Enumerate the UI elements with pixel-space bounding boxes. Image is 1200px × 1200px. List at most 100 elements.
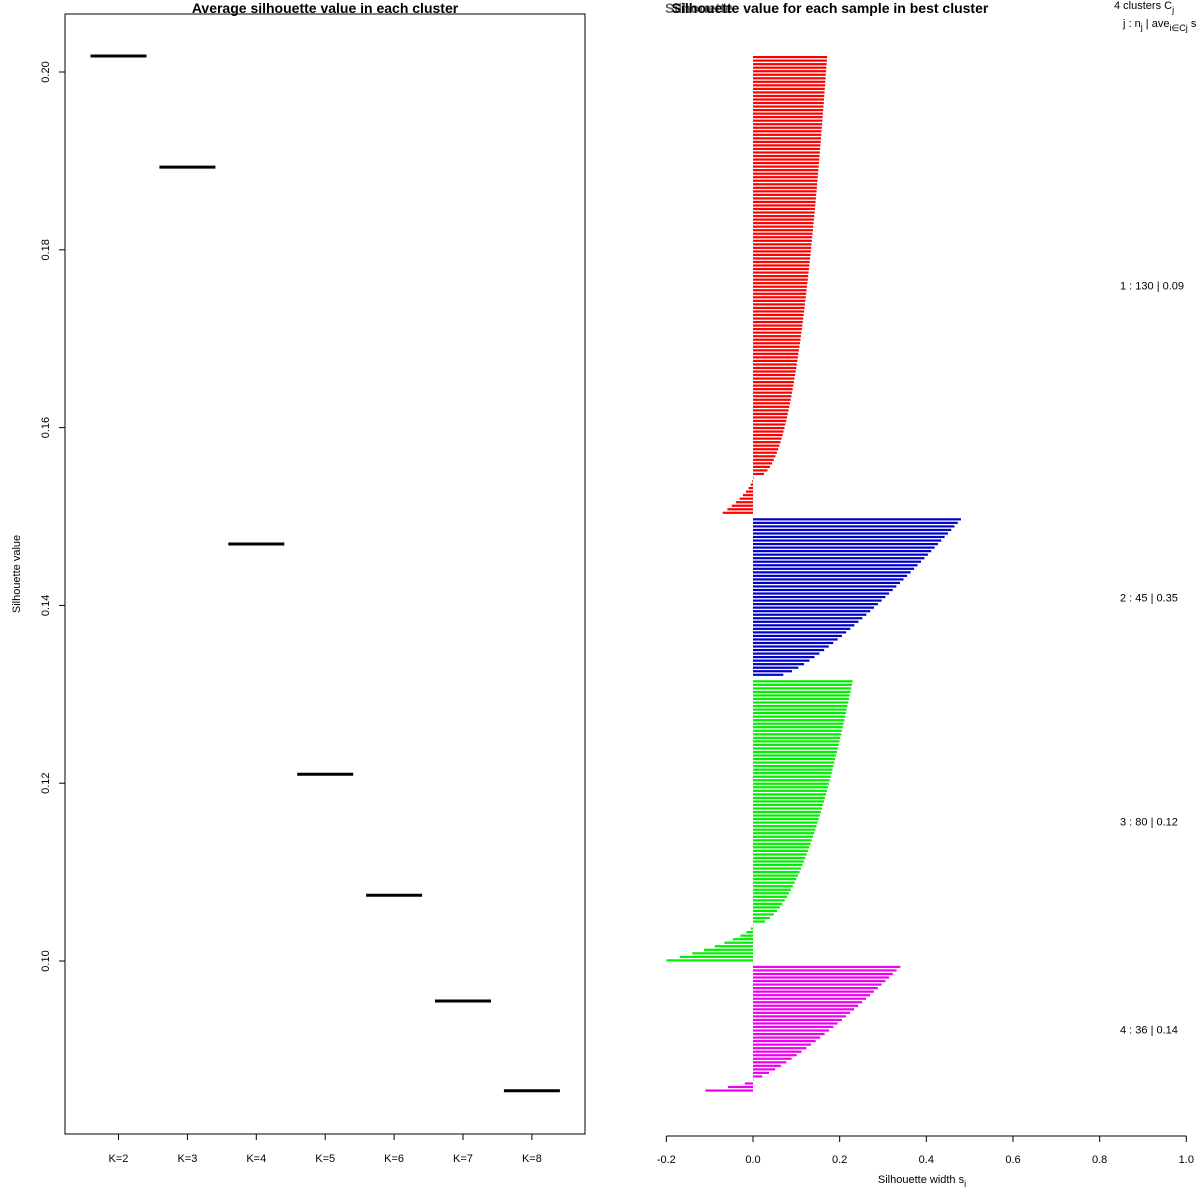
silhouette-bar bbox=[753, 278, 808, 281]
avg-silhouette-panel: Average silhouette value in each cluster… bbox=[11, 0, 586, 1165]
silhouette-bar bbox=[753, 1018, 842, 1022]
silhouette-bar bbox=[753, 1029, 830, 1032]
silhouette-bar bbox=[753, 352, 799, 355]
right-chart-title: Silhouette value for each sample in best… bbox=[672, 0, 989, 16]
silhouette-bar bbox=[753, 712, 846, 715]
silhouette-bar bbox=[753, 1050, 802, 1053]
silhouette-bar bbox=[753, 63, 827, 66]
silhouette-bar bbox=[739, 497, 753, 500]
silhouette-bar bbox=[753, 680, 853, 683]
silhouette-bar bbox=[753, 560, 922, 563]
silhouette-bar bbox=[753, 1011, 851, 1014]
silhouette-bar bbox=[753, 613, 867, 616]
silhouette-bar bbox=[753, 1022, 838, 1025]
silhouette-bar bbox=[753, 292, 807, 295]
silhouette-bar bbox=[753, 581, 900, 585]
silhouette-bar bbox=[753, 423, 786, 426]
silhouette-bar bbox=[753, 161, 819, 165]
left-x-axis: K=2 K=3 K=4 K=5 K=6 K=7 K=8 bbox=[109, 1133, 542, 1165]
silhouette-bar bbox=[753, 204, 816, 207]
silhouette-bar bbox=[753, 147, 821, 151]
silhouette-bar bbox=[753, 455, 776, 458]
silhouette-bar bbox=[753, 176, 818, 179]
silhouette-bar bbox=[753, 299, 806, 302]
silhouette-bar bbox=[753, 250, 811, 253]
silhouette-bar bbox=[753, 782, 829, 785]
silhouette-bar bbox=[753, 1025, 834, 1029]
silhouette-bar bbox=[753, 218, 814, 221]
silhouette-bar bbox=[753, 867, 801, 870]
silhouette-bar bbox=[753, 229, 813, 232]
left-y-axis-label: Silhouette value bbox=[11, 535, 23, 613]
silhouette-bar bbox=[746, 931, 753, 934]
silhouette-bar bbox=[753, 670, 792, 673]
silhouette-bar bbox=[753, 140, 821, 143]
silhouette-bar bbox=[753, 151, 820, 154]
silhouette-bar bbox=[753, 1064, 781, 1067]
silhouette-bar bbox=[753, 1047, 807, 1050]
silhouette-bar bbox=[753, 239, 812, 242]
silhouette-bar bbox=[753, 779, 830, 782]
silhouette-bar bbox=[753, 391, 793, 394]
silhouette-bar bbox=[753, 91, 825, 94]
silhouette-bar bbox=[753, 303, 805, 306]
silhouette-bar bbox=[753, 1057, 792, 1060]
silhouette-bar bbox=[753, 1036, 821, 1039]
silhouette-bar bbox=[753, 465, 770, 468]
silhouette-bar bbox=[753, 275, 809, 278]
left-x-tick-label: K=2 bbox=[109, 1153, 129, 1165]
sample-silhouette-panel: Silhouette Silhouette value for each sam… bbox=[657, 0, 1197, 1189]
silhouette-bar bbox=[753, 1071, 770, 1074]
right-x-tick-label: 0.4 bbox=[919, 1154, 934, 1166]
silhouette-bar bbox=[731, 504, 753, 507]
left-x-tick-label: K=6 bbox=[384, 1153, 404, 1165]
silhouette-bar bbox=[753, 193, 817, 196]
silhouette-bar bbox=[753, 119, 823, 122]
silhouette-bar bbox=[753, 183, 818, 186]
silhouette-bar bbox=[753, 154, 820, 158]
silhouette-bar bbox=[753, 310, 805, 313]
silhouette-bar bbox=[753, 652, 820, 655]
silhouette-bar bbox=[753, 627, 851, 630]
silhouette-bar bbox=[753, 923, 754, 927]
silhouette-bar bbox=[753, 430, 784, 433]
silhouette-bar bbox=[753, 606, 875, 609]
silhouette-bar bbox=[753, 133, 822, 136]
cluster-2-bars bbox=[753, 518, 961, 676]
silhouette-bar bbox=[753, 317, 804, 320]
silhouette-bar bbox=[753, 80, 826, 83]
silhouette-bar bbox=[753, 807, 822, 810]
silhouette-bar bbox=[753, 592, 890, 595]
silhouette-bar bbox=[753, 757, 836, 761]
silhouette-bar bbox=[753, 1068, 776, 1071]
silhouette-bar bbox=[753, 101, 824, 105]
silhouette-bar bbox=[735, 501, 753, 504]
silhouette-bar bbox=[753, 704, 848, 708]
silhouette-bar bbox=[753, 384, 794, 387]
silhouette-bar bbox=[753, 448, 779, 451]
silhouette-bar bbox=[753, 324, 803, 327]
silhouette-bar bbox=[753, 94, 825, 98]
left-x-tick-label: K=7 bbox=[453, 1153, 473, 1165]
silhouette-bar bbox=[753, 546, 935, 549]
silhouette-bar bbox=[753, 123, 823, 126]
silhouette-bar bbox=[714, 945, 753, 948]
silhouette-bar bbox=[753, 444, 780, 447]
silhouette-bar bbox=[753, 296, 806, 299]
silhouette-bar bbox=[753, 476, 754, 479]
silhouette-bar bbox=[753, 979, 886, 983]
silhouette-bar bbox=[704, 948, 753, 951]
silhouette-bar bbox=[705, 1089, 753, 1092]
silhouette-bar bbox=[753, 98, 825, 101]
silhouette-bar bbox=[732, 938, 753, 941]
cluster-1-label: 1 : 130 | 0.09 bbox=[1120, 281, 1184, 293]
silhouette-bar bbox=[753, 648, 825, 652]
silhouette-bar bbox=[753, 398, 791, 401]
silhouette-bar bbox=[753, 920, 765, 923]
silhouette-bar bbox=[753, 885, 793, 888]
silhouette-bar bbox=[753, 722, 844, 725]
silhouette-bar bbox=[753, 232, 813, 235]
silhouette-bar bbox=[753, 451, 777, 454]
silhouette-bar bbox=[753, 853, 807, 856]
